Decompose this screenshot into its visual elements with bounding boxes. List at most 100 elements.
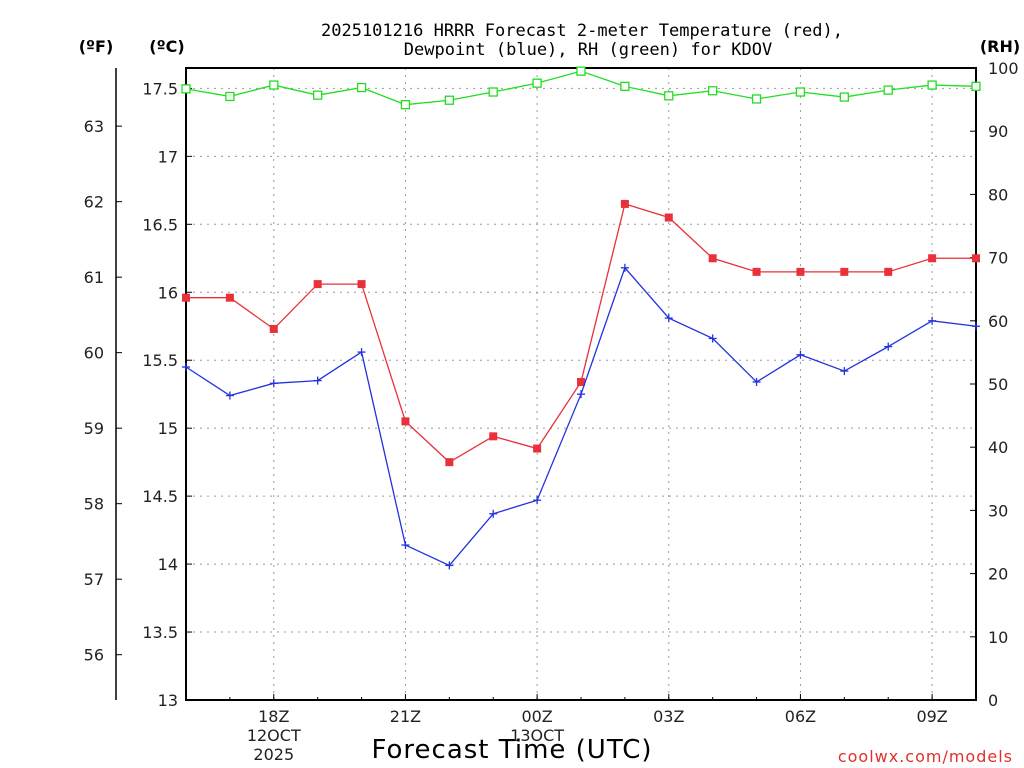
celsius-axis: 13 13.5 14 14.5 15 15.5 16 16.5 17 17.5: [142, 79, 192, 710]
dewpoint-point: [752, 377, 761, 386]
rh-tick-label: 50: [988, 375, 1008, 394]
rh-point: [751, 94, 762, 104]
x-axis-title: Forecast Time (UTC): [371, 735, 652, 765]
dewpoint-point: [357, 348, 366, 357]
temperature-point: [445, 458, 454, 467]
rh-point: [971, 81, 981, 91]
rh-tick-label: 40: [988, 438, 1008, 457]
dewpoint-point: [664, 314, 673, 323]
rh-point: [532, 78, 542, 88]
dewpoint-point: [928, 316, 937, 325]
dewpoint-point: [533, 496, 542, 505]
temperature-point: [664, 213, 673, 222]
rh-point: [664, 91, 674, 101]
rh-point: [708, 86, 718, 96]
series-temperature: [182, 199, 980, 467]
temperature-line: [186, 203, 976, 463]
fahrenheit-tick-label: 57: [84, 570, 104, 589]
temperature-point: [225, 293, 234, 302]
celsius-tick-label: 14.5: [142, 487, 178, 506]
rh-point: [839, 92, 849, 102]
chart-title: 2025101216 HRRR Forecast 2-meter Tempera…: [321, 21, 843, 60]
rh-axis: 0 10 20 30 40 50 60 70 80 90 100: [970, 59, 1019, 710]
rh-point: [444, 95, 454, 105]
temperature-point: [884, 267, 893, 276]
rh-tick-label: 10: [988, 628, 1008, 647]
temperature-point: [313, 280, 322, 289]
dewpoint-point: [796, 350, 805, 359]
dewpoint-point: [884, 342, 893, 351]
rh-tick-label: 0: [988, 691, 998, 710]
series-dewpoint: [182, 263, 980, 570]
fahrenheit-tick-label: 60: [84, 344, 104, 363]
rh-unit-label: (RH): [980, 37, 1020, 56]
rh-point: [927, 80, 937, 90]
rh-tick-label: 30: [988, 501, 1008, 520]
temperature-point: [533, 444, 542, 453]
rh-tick-label: 100: [988, 59, 1019, 78]
chart-title-line-2: Dewpoint (blue), RH (green) for KDOV: [404, 40, 772, 60]
temperature-point: [708, 254, 717, 263]
rh-tick-label: 20: [988, 565, 1008, 584]
rh-tick-label: 70: [988, 249, 1008, 268]
rh-point: [313, 90, 323, 100]
rh-point: [488, 87, 498, 97]
celsius-tick-label: 15.5: [142, 351, 178, 370]
temperature-point: [269, 324, 278, 333]
rh-point: [181, 84, 191, 94]
dewpoint-point: [445, 561, 454, 570]
fahrenheit-tick-label: 61: [84, 268, 104, 287]
rh-tick-label: 80: [988, 185, 1008, 204]
temperature-point: [401, 417, 410, 426]
dewpoint-point: [972, 322, 980, 331]
dewpoint-point: [313, 376, 322, 385]
celsius-tick-label: 13.5: [142, 623, 178, 642]
rh-point: [620, 81, 630, 91]
temperature-point: [357, 280, 366, 289]
fahrenheit-unit-label: (ºF): [79, 37, 114, 56]
fahrenheit-tick-label: 59: [84, 419, 104, 438]
celsius-tick-label: 15: [158, 419, 178, 438]
series-rh: [181, 66, 981, 110]
fahrenheit-tick-label: 62: [84, 193, 104, 212]
x-tick-label: 21Z: [390, 707, 421, 726]
x-tick-label: 09Z: [916, 707, 947, 726]
dewpoint-point: [840, 367, 849, 376]
rh-tick-label: 60: [988, 312, 1008, 331]
x-tick-sublabel: 13OCT: [510, 726, 564, 745]
dewpoint-line: [185, 266, 977, 567]
rh-point: [400, 100, 411, 110]
celsius-tick-label: 17.5: [142, 79, 178, 98]
x-tick-label: 03Z: [653, 707, 684, 726]
series-layer: [181, 66, 981, 570]
temperature-point: [840, 267, 849, 276]
celsius-unit-label: (ºC): [149, 37, 184, 56]
credit-text: coolwx.com/models: [838, 747, 1013, 766]
x-tick-label: 06Z: [785, 707, 816, 726]
dewpoint-point: [401, 541, 410, 550]
celsius-tick-label: 13: [158, 691, 178, 710]
dewpoint-point: [708, 334, 717, 343]
dewpoint-point: [489, 509, 498, 518]
celsius-tick-label: 14: [158, 555, 178, 574]
temperature-point: [620, 199, 629, 208]
fahrenheit-tick-label: 63: [84, 117, 104, 136]
celsius-tick-label: 16.5: [142, 215, 178, 234]
celsius-tick-label: 16: [158, 283, 178, 302]
fahrenheit-tick-label: 56: [84, 646, 104, 665]
temperature-point: [928, 254, 937, 263]
rh-point: [795, 87, 806, 97]
rh-line: [185, 70, 977, 106]
x-tick-label: 18Z: [258, 707, 289, 726]
rh-point: [225, 91, 235, 102]
x-tick-label: 00Z: [521, 707, 552, 726]
dewpoint-point: [620, 263, 629, 272]
chart-title-line-1: 2025101216 HRRR Forecast 2-meter Tempera…: [321, 21, 843, 41]
temperature-point: [577, 377, 585, 386]
gridlines: [186, 68, 976, 701]
temperature-point: [972, 254, 980, 263]
x-tick-sublabel: 2025: [253, 745, 294, 764]
rh-point: [576, 66, 586, 76]
